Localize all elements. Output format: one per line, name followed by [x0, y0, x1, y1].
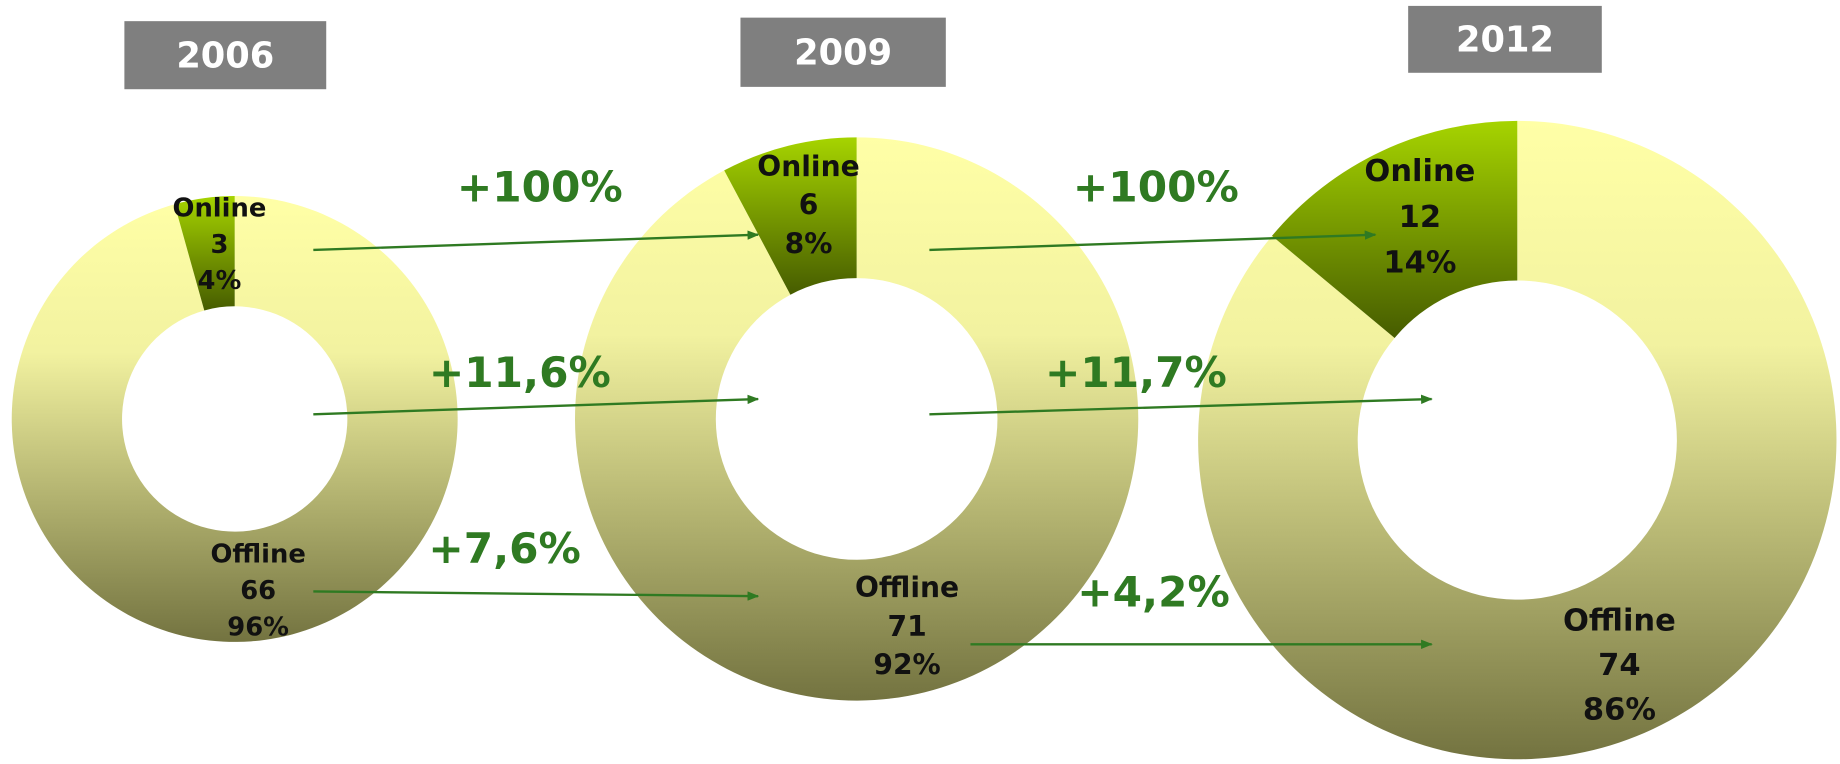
title-box [124, 21, 327, 90]
value-label: 3 [210, 230, 228, 260]
share-label: 14% [1383, 246, 1456, 281]
value-label: 6 [799, 189, 819, 222]
slice-offline [1198, 120, 1837, 760]
title-box [1408, 5, 1602, 73]
arrow [929, 394, 1433, 416]
share-label: 86% [1583, 693, 1656, 728]
slice-online [724, 137, 857, 295]
arrows [313, 230, 1433, 649]
growth-label: +100% [1073, 163, 1239, 212]
category-label: Online [173, 193, 267, 223]
growth-label: +11,7% [1045, 348, 1227, 397]
share-label: 8% [785, 227, 833, 260]
slice-offline [11, 196, 458, 642]
slice-offline [575, 137, 1139, 701]
slice-online [1271, 120, 1518, 339]
growth-label: +4,2% [1077, 567, 1230, 616]
share-label: 92% [873, 649, 940, 682]
chart-title: 2009 [794, 33, 892, 74]
category-label: Offline [1563, 603, 1676, 638]
donut-chart: 2012 Online 12 14% Offline 74 86% [1198, 5, 1837, 760]
chart-title: 2012 [1456, 20, 1554, 61]
value-label: 66 [240, 576, 276, 606]
value-label: 71 [887, 610, 926, 643]
share-label: 4% [198, 266, 242, 296]
growth-label: +11,6% [429, 348, 611, 397]
slice-online [174, 196, 235, 311]
donut-chart: 2009 Online 6 8% Offline 71 92% [575, 17, 1139, 701]
arrow [313, 230, 760, 252]
category-label: Offline [855, 571, 959, 604]
category-label: Online [1364, 154, 1475, 189]
category-label: Online [757, 150, 859, 183]
share-label: 96% [227, 612, 289, 642]
growth-label: +100% [457, 163, 623, 212]
arrow [313, 590, 760, 601]
donut-chart: 2006 Online 3 4% Offline 66 96% [11, 21, 458, 642]
category-label: Offline [210, 540, 305, 570]
value-label: 12 [1399, 200, 1441, 235]
arrow [929, 230, 1377, 252]
arrow [313, 394, 760, 416]
growth-label: +7,6% [428, 524, 581, 573]
title-box [740, 17, 946, 87]
chart-title: 2006 [176, 36, 274, 77]
value-label: 74 [1598, 648, 1640, 683]
